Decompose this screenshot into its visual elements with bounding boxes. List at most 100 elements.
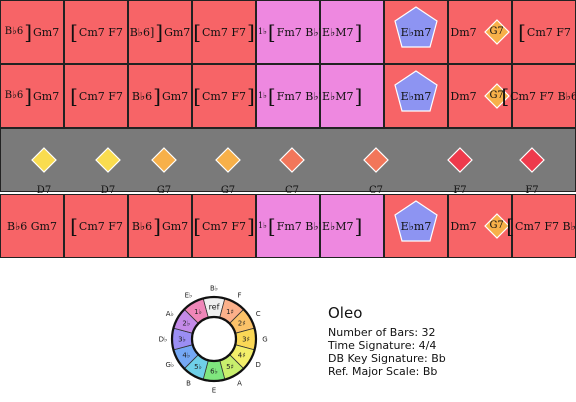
wheel-inner-ring: [190, 315, 238, 363]
bracket: [: [70, 214, 78, 238]
pentagon-marker: [394, 6, 438, 48]
wheel-inner-label: 3♭: [178, 336, 186, 344]
chord-text: [Cm7 F7]: [193, 64, 255, 128]
chord-symbol: Cm7 F7: [78, 89, 123, 103]
wheel-inner-label: ref: [209, 303, 220, 312]
chord-text: B♭6] Gm7: [2, 0, 62, 64]
chord-symbol: Gm7: [161, 219, 189, 233]
bracket: [: [506, 214, 515, 238]
bar-cell: [320, 64, 384, 128]
chord-row: B♭6] Gm7[Cm7 F7 B♭6]] Gm7[Cm7 F7] 1♭[Fm7 B♭7…: [0, 0, 576, 64]
bracket: ]: [153, 214, 161, 238]
chord-symbol: [477, 27, 484, 38]
chord-diamond: G7: [151, 147, 177, 196]
chord-diamond: G7: [483, 83, 510, 109]
chord-symbol: [477, 91, 484, 102]
chord-text: [Cm7 F7 B♭6]: [501, 64, 576, 128]
wheel-outer-label: E: [212, 387, 216, 395]
chord-text: [Cm7 F7: [514, 0, 574, 64]
bracket: ]: [247, 214, 255, 238]
chord-label: D7: [100, 184, 116, 196]
chord-text: 1♭[Fm7 B♭7: [258, 0, 326, 64]
chord-diamond: C7: [279, 147, 305, 196]
wheel-outer-ring: [170, 295, 258, 383]
wheel-outer-label: D: [255, 361, 260, 369]
chord-label: G7: [220, 184, 236, 196]
bracket: ]: [155, 20, 164, 44]
chord-symbol: Cm7 F7: [202, 25, 246, 39]
chord-symbol: Fm7 B♭7: [276, 89, 326, 103]
wheel-outer-label: A♭: [166, 310, 174, 318]
chord-text: [Cm7 F7: [66, 64, 126, 128]
wheel-inner-label: 5♯: [226, 363, 234, 371]
chord-symbol: B♭6: [4, 26, 24, 37]
circle-of-fifths-icon: ref B♭ 1♯ F 2♯ C 3♯ G 4♯ D 5♯ A 6♭ E 5♭ B 4♭ G♭ 3♭ D♭ 2♭ A♭ 1♭…: [159, 285, 268, 395]
chord-symbol: B♭6: [4, 90, 24, 101]
bar-cell: [64, 64, 128, 128]
bar-cell: [64, 194, 128, 258]
chord-symbol: E♭m7: [400, 89, 432, 103]
bar-cell: [192, 194, 256, 258]
chord-grid: B♭6] Gm7[Cm7 F7 B♭6]] Gm7[Cm7 F7] 1♭[Fm7 B♭7…: [0, 0, 576, 258]
chord-label: C7: [284, 184, 299, 196]
chord-symbol: E♭m7: [400, 219, 432, 233]
bar-cell: [512, 194, 576, 258]
chord-symbol: Fm7 B♭7: [276, 219, 326, 233]
chord-symbol: 1♭: [258, 221, 267, 230]
chord-label: F7: [453, 184, 467, 196]
wheel-outer-label: E♭: [185, 291, 193, 299]
bar-cell: [0, 194, 64, 258]
bracket: ]: [24, 84, 33, 108]
chord-symbol: 1♭: [258, 27, 267, 36]
chord-text: 1♭[Fm7 B♭7: [258, 194, 326, 258]
chord-diamond: G7: [215, 147, 241, 196]
chord-row: D7 D7 G7 G7 C7 C7 F7 F7: [0, 128, 576, 196]
bracket: [: [267, 84, 276, 108]
chord-symbol: Cm7 F7: [526, 25, 571, 39]
wheel-inner-label: 6♭: [210, 368, 218, 376]
bracket: [: [193, 214, 202, 238]
wheel-inner-label: 5♭: [194, 363, 202, 371]
info-key-signature: DB Key Signature: Bb: [328, 352, 446, 365]
wheel-outer-label: G: [262, 336, 267, 344]
chord-symbol: Dm7: [450, 219, 477, 233]
wheel-inner-label: 3♯: [242, 336, 250, 344]
chord-text: B♭6] Gm7: [2, 64, 62, 128]
chord-label: G7: [156, 184, 172, 196]
chord-text: [Cm7 F7]: [193, 194, 255, 258]
chord-symbol: Cm7 F7: [202, 89, 246, 103]
bar-cell: [320, 0, 384, 64]
chord-text: E♭m7: [386, 64, 446, 128]
chord-text: E♭m7: [386, 194, 446, 258]
chord-text: B♭6] Gm7: [130, 64, 190, 128]
chord-symbol: Cm7 F7: [78, 25, 123, 39]
bracket: [: [267, 214, 276, 238]
chord-symbol: B♭6]: [129, 25, 155, 39]
chord-symbol: E♭M7: [322, 89, 354, 103]
bracket: [: [70, 84, 78, 108]
chord-label: F7: [525, 184, 539, 196]
wheel-inner-label: 1♭: [194, 308, 202, 316]
chord-text: Dm7 G7: [450, 0, 510, 64]
chord-symbol: Fm7 B♭7: [276, 25, 326, 39]
chord-text: E♭m7: [386, 0, 446, 64]
chord-diamond: F7: [447, 147, 473, 196]
wheel-outer-label: B: [186, 380, 191, 388]
bar-cell: [256, 0, 320, 64]
chord-symbol: B♭6: [131, 89, 153, 103]
chord-symbol: Gm7: [33, 89, 60, 103]
chord-symbol: Cm7 F7 B♭6: [510, 89, 576, 103]
chord-text: B♭6] Gm7: [130, 194, 190, 258]
chord-diamond: D7: [95, 147, 121, 196]
bar-cell: [128, 194, 192, 258]
chord-symbol: Dm7: [450, 89, 477, 103]
info-ref-scale: Ref. Major Scale: Bb: [328, 365, 438, 378]
chord-diamond: G7: [483, 19, 510, 45]
wheel-inner-label: 4♭: [182, 352, 190, 360]
bar-cell: [320, 194, 384, 258]
bar-cell: [192, 64, 256, 128]
chord-symbol: Gm7: [164, 25, 191, 39]
bar-cell: [512, 0, 576, 64]
chord-label: D7: [36, 184, 52, 196]
wheel-outer-label: C: [256, 310, 261, 318]
